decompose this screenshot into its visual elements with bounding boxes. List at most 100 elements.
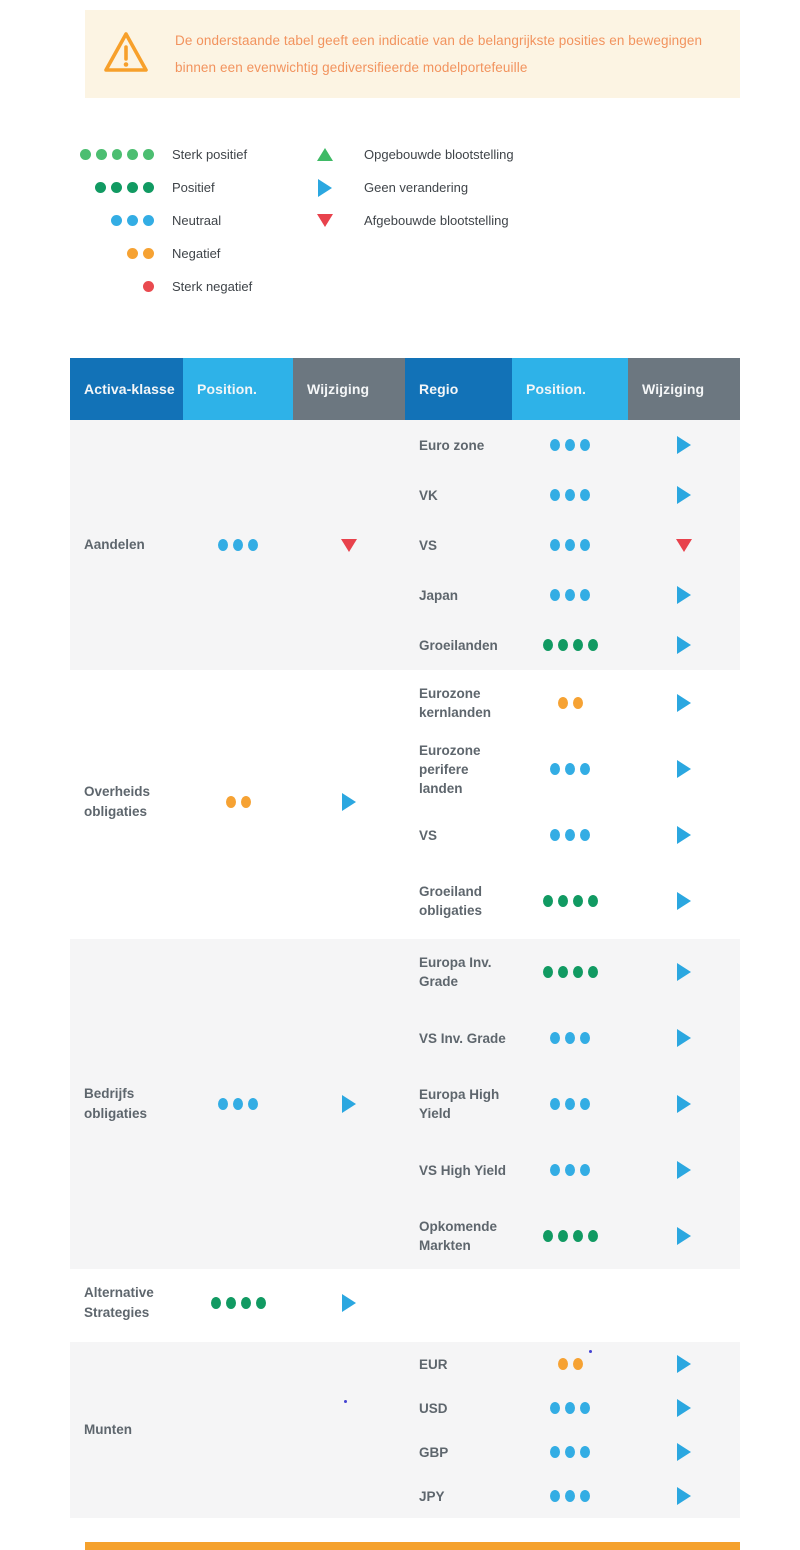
rating-dot-icon [127,182,138,193]
region-label: GBP [419,1444,449,1460]
rating-dot-icon [572,895,583,907]
region-row: VS Inv. Grade [405,1005,740,1071]
rating-dot-icon [565,1032,575,1044]
region-cell: VS [405,536,512,555]
rating-dot-icon [143,182,154,193]
position-rating [550,439,590,451]
table-header-row: Activa-klasse Position. Wijziging Regio Posi… [70,358,740,420]
asset-class-label: Overheids obligaties [84,784,151,819]
position-rating [550,829,590,841]
table-body: Aandelen Euro zone VK VS Japan Groeilanden Ove… [70,420,740,1518]
region-cell: JPY [405,1487,512,1506]
position-rating [80,248,154,259]
change-right-icon [677,486,691,504]
asset-class-group: Munten [70,1342,405,1518]
legend-positions: Sterk positief Positief Neutraal Negatief St… [80,138,312,303]
asset-class-label: Aandelen [84,537,145,552]
region-rows: Eurozone kernlanden Eurozone perifere lan… [405,670,740,934]
asset-class-label: Bedrijfs obligaties [84,1086,148,1121]
region-label: EUR [419,1356,448,1372]
region-label: VK [419,487,438,503]
legend-change-cell [312,178,338,197]
position-rating [542,1230,598,1242]
legend-changes: Opgebouwde blootstelling Geen verandering… [312,138,514,303]
legend-item: Opgebouwde blootstelling [312,138,514,171]
region-label: Europa Inv. Grade [419,955,492,989]
rating-dot-icon [580,439,590,451]
region-row: Groeiland obligaties [405,868,740,934]
region-change-cell [628,1487,740,1505]
region-row: Europa High Yield [405,1071,740,1137]
rating-dot-icon [565,1098,575,1110]
rating-dot-icon [550,439,560,451]
column-header: Wijziging [293,358,405,420]
rating-dot-icon [572,1230,583,1242]
rating-dot-icon [565,589,575,601]
asset-change-cell [293,1269,405,1337]
region-row: VS [405,520,740,570]
asset-class-cell: Bedrijfs obligaties [70,939,183,1269]
position-rating [550,1446,590,1458]
asset-class-group: Aandelen [70,420,405,670]
legend: Sterk positief Positief Neutraal Negatief St… [80,138,514,303]
asset-class-section: Aandelen Euro zone VK VS Japan Groeilanden [70,420,740,670]
region-label: VS High Yield [419,1162,507,1178]
position-rating [550,1098,590,1110]
legend-item-label: Sterk positief [172,147,248,162]
position-rating [218,539,258,551]
region-row: GBP [405,1430,740,1474]
position-rating [542,639,598,651]
region-row: VS High Yield [405,1137,740,1203]
rating-dot-icon [587,966,598,978]
region-row: EUR [405,1342,740,1386]
asset-class-group: Alternative Strategies [70,1269,405,1337]
region-change-cell [628,1399,740,1417]
region-position-cell [512,1350,628,1370]
region-row: Japan [405,570,740,620]
region-change-cell [628,694,740,712]
rating-dot-icon [111,149,123,160]
change-right-icon [677,963,691,981]
rating-dot-icon [587,639,598,651]
footnote-marker-dot [588,1350,592,1353]
rating-dot-icon [580,1402,590,1414]
position-rating [550,763,590,775]
rating-dot-icon [542,1230,553,1242]
position-rating [542,895,598,907]
rating-dot-icon [565,829,575,841]
rating-dot-icon [550,489,560,501]
region-label: Japan [419,587,459,603]
rating-dot-icon [587,1230,598,1242]
rating-dot-icon [218,1098,228,1110]
change-right-icon [342,793,356,811]
rating-dot-icon [542,895,553,907]
asset-position-cell [183,939,293,1269]
positions-table: Activa-klasse Position. Wijziging Regio Posi… [70,358,740,1518]
legend-item: Sterk positief [80,138,312,171]
rating-dot-icon [557,895,568,907]
rating-dot-icon [580,1164,590,1176]
region-row: Opkomende Markten [405,1203,740,1269]
rating-dot-icon [565,489,575,501]
region-position-cell [512,1098,628,1110]
rating-dot-icon [572,639,583,651]
asset-change-cell [293,1342,405,1518]
region-row: Eurozone kernlanden [405,670,740,736]
region-row: Groeilanden [405,620,740,670]
region-change-cell [628,436,740,454]
region-position-cell [512,1230,628,1242]
rating-dot-icon [248,539,258,551]
asset-class-group: Overheids obligaties [70,670,405,934]
region-position-cell [512,1402,628,1414]
rating-dot-icon [565,1402,575,1414]
region-rows: EUR USD GBP JPY [405,1342,740,1518]
region-change-cell [628,538,740,552]
rating-dot-icon [143,149,154,160]
rating-dot-icon [218,539,228,551]
region-row: Euro zone [405,420,740,470]
region-label: VS Inv. Grade [419,1030,506,1046]
position-rating [225,796,251,808]
region-cell: GBP [405,1443,512,1462]
position-rating [80,281,154,292]
column-header: Activa-klasse [70,358,183,420]
